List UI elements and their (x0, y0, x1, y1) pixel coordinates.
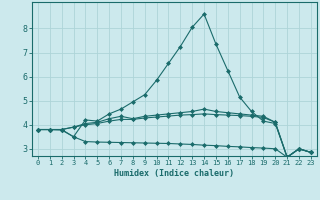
X-axis label: Humidex (Indice chaleur): Humidex (Indice chaleur) (115, 169, 234, 178)
